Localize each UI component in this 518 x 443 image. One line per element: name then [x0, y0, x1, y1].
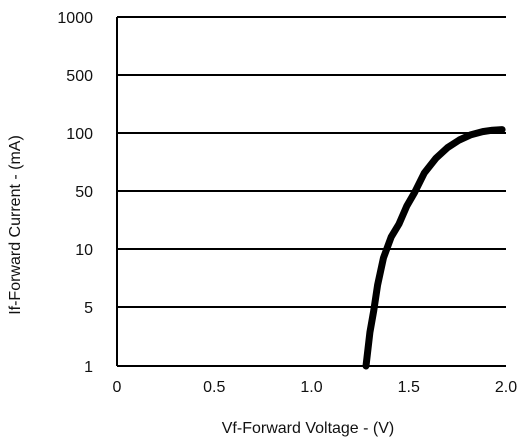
- y-tick-label: 10: [75, 242, 93, 259]
- data-series-line: [362, 126, 506, 370]
- x-tick-label: 2.0: [495, 379, 517, 396]
- x-tick-label: 0: [113, 379, 122, 396]
- x-tick-label: 0.5: [203, 379, 225, 396]
- grid-lines: [117, 16, 506, 367]
- y-tick-labels: 1000 500 100 50 10 5 1: [57, 10, 93, 376]
- x-axis-label: Vf-Forward Voltage - (V): [222, 420, 395, 437]
- x-tick-labels: 0 0.5 1.0 1.5 2.0: [113, 379, 518, 396]
- y-tick-label: 50: [75, 184, 93, 201]
- y-tick-label: 1: [84, 359, 93, 376]
- x-tick-label: 1.5: [398, 379, 420, 396]
- y-tick-label: 5: [84, 300, 93, 317]
- y-axis-label: If-Forward Current - (mA): [7, 135, 24, 315]
- y-tick-label: 500: [66, 68, 93, 85]
- y-tick-label: 1000: [57, 10, 93, 27]
- y-tick-label: 100: [66, 126, 93, 143]
- x-tick-label: 1.0: [300, 379, 322, 396]
